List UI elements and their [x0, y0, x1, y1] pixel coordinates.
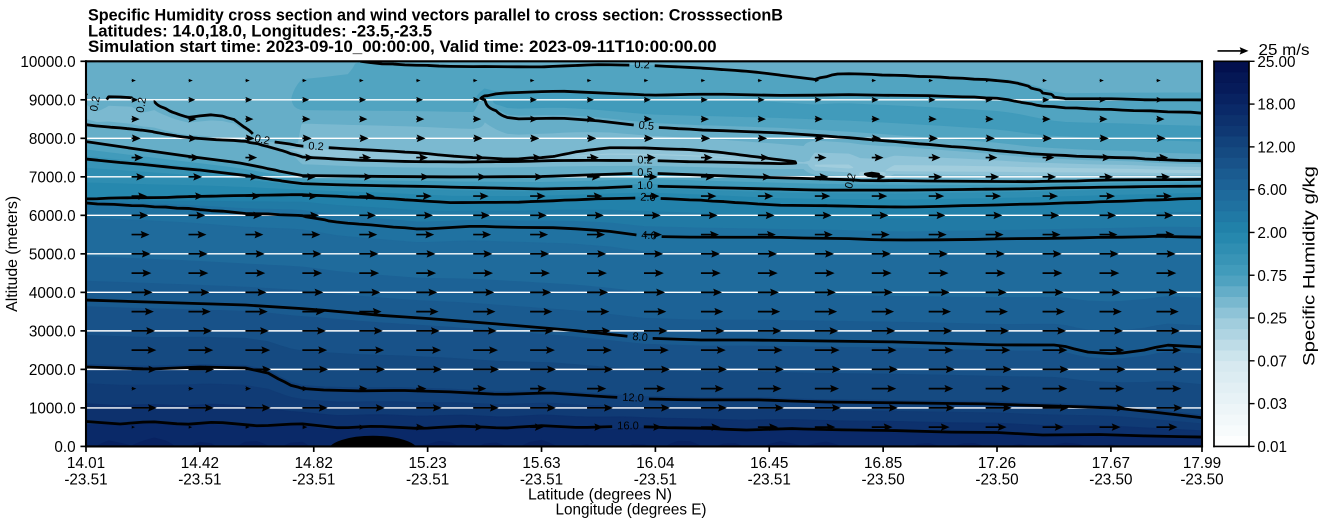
svg-text:0.03: 0.03	[1257, 396, 1287, 413]
svg-text:0.07: 0.07	[1257, 353, 1287, 370]
svg-text:14.01: 14.01	[67, 455, 105, 472]
svg-text:0.5: 0.5	[638, 119, 655, 133]
svg-text:-23.50: -23.50	[1180, 471, 1223, 488]
svg-text:0.2: 0.2	[135, 96, 150, 113]
svg-text:0.2: 0.2	[637, 154, 653, 166]
svg-text:9000.0: 9000.0	[29, 92, 76, 109]
svg-text:2000.0: 2000.0	[29, 362, 76, 379]
svg-text:-23.51: -23.51	[520, 471, 563, 488]
svg-text:Specific Humidity cross sectio: Specific Humidity cross section and wind…	[88, 6, 783, 25]
svg-text:Specific Humidity g/kg: Specific Humidity g/kg	[1300, 166, 1319, 366]
svg-text:-23.51: -23.51	[64, 471, 107, 488]
svg-text:6000.0: 6000.0	[29, 208, 76, 225]
svg-text:15.23: 15.23	[409, 455, 447, 472]
svg-text:25 m/s: 25 m/s	[1259, 42, 1310, 59]
svg-text:17.26: 17.26	[978, 455, 1016, 472]
svg-text:0.01: 0.01	[1257, 439, 1287, 456]
svg-text:17.99: 17.99	[1183, 455, 1221, 472]
svg-text:-23.50: -23.50	[861, 471, 904, 488]
svg-text:16.85: 16.85	[864, 455, 902, 472]
svg-text:-23.50: -23.50	[1089, 471, 1132, 488]
svg-text:18.00: 18.00	[1257, 97, 1295, 114]
svg-text:6.00: 6.00	[1257, 182, 1287, 199]
svg-text:Latitudes: 14.0,18.0, Longitud: Latitudes: 14.0,18.0, Longitudes: -23.5,…	[88, 21, 432, 40]
svg-text:Latitude (degrees N): Latitude (degrees N)	[528, 486, 672, 503]
svg-text:4000.0: 4000.0	[29, 285, 76, 302]
svg-text:0.2: 0.2	[843, 172, 859, 190]
svg-text:-23.51: -23.51	[406, 471, 449, 488]
svg-text:8000.0: 8000.0	[29, 131, 76, 148]
svg-text:2.00: 2.00	[1257, 225, 1287, 242]
svg-text:0.25: 0.25	[1257, 311, 1287, 328]
svg-text:1000.0: 1000.0	[29, 400, 76, 417]
svg-text:0.75: 0.75	[1257, 268, 1287, 285]
svg-text:-23.51: -23.51	[748, 471, 791, 488]
svg-text:16.04: 16.04	[636, 455, 675, 472]
svg-text:5000.0: 5000.0	[29, 246, 76, 263]
svg-text:7000.0: 7000.0	[29, 169, 76, 186]
svg-text:15.63: 15.63	[522, 455, 560, 472]
svg-text:0.2: 0.2	[634, 59, 650, 71]
svg-text:17.67: 17.67	[1092, 455, 1130, 472]
svg-text:25.00: 25.00	[1257, 54, 1295, 71]
svg-text:-23.51: -23.51	[292, 471, 335, 488]
svg-text:0.5: 0.5	[637, 167, 652, 179]
svg-text:14.82: 14.82	[295, 455, 333, 472]
svg-text:0.2: 0.2	[88, 95, 103, 112]
svg-text:10000.0: 10000.0	[20, 54, 75, 71]
svg-text:8.0: 8.0	[632, 331, 648, 344]
svg-text:14.42: 14.42	[181, 455, 219, 472]
svg-text:-23.50: -23.50	[975, 471, 1018, 488]
svg-text:12.00: 12.00	[1257, 139, 1295, 156]
svg-text:1.0: 1.0	[637, 180, 653, 192]
svg-text:0.2: 0.2	[253, 133, 270, 148]
svg-text:0.0: 0.0	[54, 439, 75, 456]
svg-text:12.0: 12.0	[622, 392, 644, 405]
svg-text:16.0: 16.0	[617, 420, 639, 432]
svg-text:Altitude (meters): Altitude (meters)	[4, 196, 21, 312]
svg-text:2.0: 2.0	[640, 191, 656, 204]
svg-text:16.45: 16.45	[750, 455, 788, 472]
svg-text:4.0: 4.0	[641, 230, 657, 243]
svg-text:Longitude (degrees E): Longitude (degrees E)	[556, 501, 707, 518]
svg-text:-23.51: -23.51	[178, 471, 221, 488]
svg-text:-23.51: -23.51	[634, 471, 677, 488]
svg-text:0.2: 0.2	[308, 140, 324, 153]
svg-text:Simulation start time: 2023-09: Simulation start time: 2023-09-10_00:00:…	[88, 37, 717, 56]
svg-text:3000.0: 3000.0	[29, 323, 76, 340]
